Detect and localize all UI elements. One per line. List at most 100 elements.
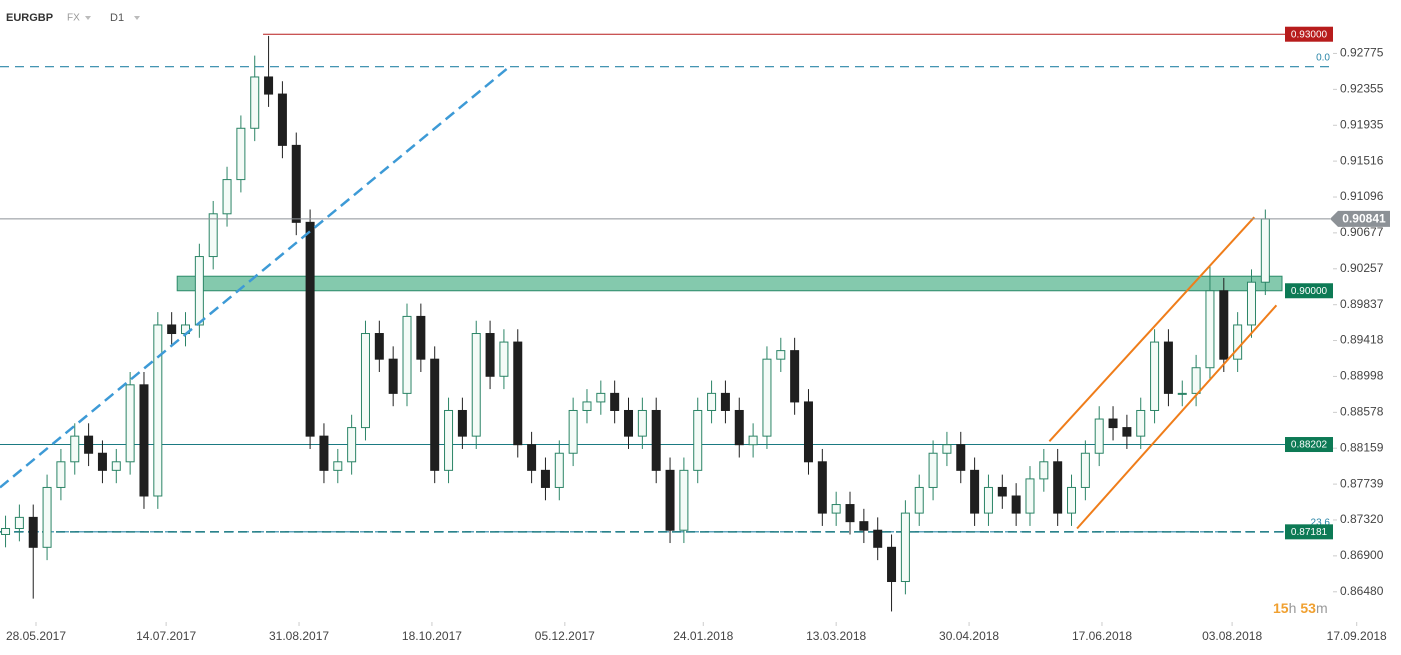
candle-body [900,512,910,583]
price-box-label: 0.87181 [1291,527,1328,538]
candle-body [637,409,647,437]
candle-body [1011,495,1021,514]
dropdown-icon[interactable] [134,16,140,20]
y-tick-label: 0.90677 [1340,225,1384,239]
y-tick-label: 0.92775 [1340,46,1384,60]
x-tick-label: 17.09.2018 [1327,629,1387,643]
last-price-label: 0.90841 [1342,212,1386,226]
candle-body [416,315,426,360]
candle-body [430,358,440,471]
candle-body [1136,409,1146,437]
y-tick-label: 0.88578 [1340,405,1384,419]
y-tick-label: 0.86900 [1340,548,1384,562]
candle-body [776,350,786,360]
candle-body [167,324,177,335]
candle-body [471,333,481,437]
candle-body [873,529,883,548]
candle-body [374,333,384,360]
candle-body [720,392,730,411]
candle-body [693,409,703,471]
candle-body [679,469,689,531]
price-box [1285,437,1333,453]
candle-body [139,384,149,497]
x-tick-label: 28.05.2017 [6,629,66,643]
candle-body [554,452,564,488]
candle-body [1025,478,1035,514]
y-tick-label: 0.88159 [1340,440,1384,454]
candle-body [250,76,260,129]
candle-body [319,435,329,471]
candle-body [208,213,218,258]
x-tick-label: 30.04.2018 [939,629,999,643]
candle-body [194,256,204,326]
symbol[interactable]: EURGBP [6,12,53,24]
fib-label: 23.6 [1311,517,1331,528]
candle-body [111,461,121,471]
candle-body [1108,418,1118,429]
candle-body [1246,281,1256,326]
candle-body [942,444,952,454]
x-tick-label: 05.12.2017 [535,629,595,643]
y-tick-label: 0.92355 [1340,82,1384,96]
candle-body [970,469,980,514]
candle-body [1260,218,1270,283]
candle-body [582,401,592,411]
fib-label: 0.0 [1316,52,1330,63]
candle-body [222,179,232,215]
y-tick-label: 0.87739 [1340,476,1384,490]
candle-body [803,401,813,463]
timeframe[interactable]: D1 [110,12,124,24]
x-tick-label: 03.08.2018 [1202,629,1262,643]
candle-body [817,461,827,514]
candle-body [236,127,246,181]
candle-body [1150,341,1160,411]
candle-body [956,444,966,471]
price-box-label: 0.93000 [1291,29,1328,40]
candle-body [291,144,301,223]
candle-body [762,358,772,437]
price-box [1285,26,1333,42]
candle-body [70,435,80,463]
candle-body [707,392,717,411]
y-tick-label: 0.89837 [1340,297,1384,311]
price-box [1285,283,1333,299]
candle-body [1067,486,1077,514]
x-tick-label: 18.10.2017 [402,629,462,643]
trendline [0,65,511,489]
candle-body [1039,461,1049,480]
candle-body [1,527,11,535]
candle-body [42,486,52,548]
x-tick-label: 13.03.2018 [806,629,866,643]
dropdown-icon[interactable] [85,16,91,20]
candle-body [499,341,509,377]
candle-body [568,409,578,454]
timer-hours: 15 [1273,600,1289,616]
candle-body [277,93,287,146]
price-box [1285,524,1333,540]
candle-body [665,469,675,531]
candle-body [540,469,550,488]
y-tick-label: 0.87320 [1340,512,1384,526]
candle-body [14,516,24,529]
candle-body [997,486,1007,497]
candle-body [748,435,758,446]
market[interactable]: FX [67,13,80,24]
candle-body [333,461,343,471]
last-price-box [1330,210,1390,227]
support-zone [176,275,1283,292]
y-tick-label: 0.91516 [1340,153,1384,167]
candle-body [1177,392,1187,395]
candle-body [831,504,841,514]
timer: 15h 53m [1273,600,1328,616]
trendline [1048,216,1255,442]
candle-body [1122,427,1132,437]
candle-body [402,315,412,394]
candle-body [1205,290,1215,369]
price-box-label: 0.90000 [1291,286,1328,297]
candle-body [845,504,855,523]
candle-body [983,486,993,514]
candle-body [1163,341,1173,394]
candle-body [97,452,107,471]
candle-body [56,461,66,488]
